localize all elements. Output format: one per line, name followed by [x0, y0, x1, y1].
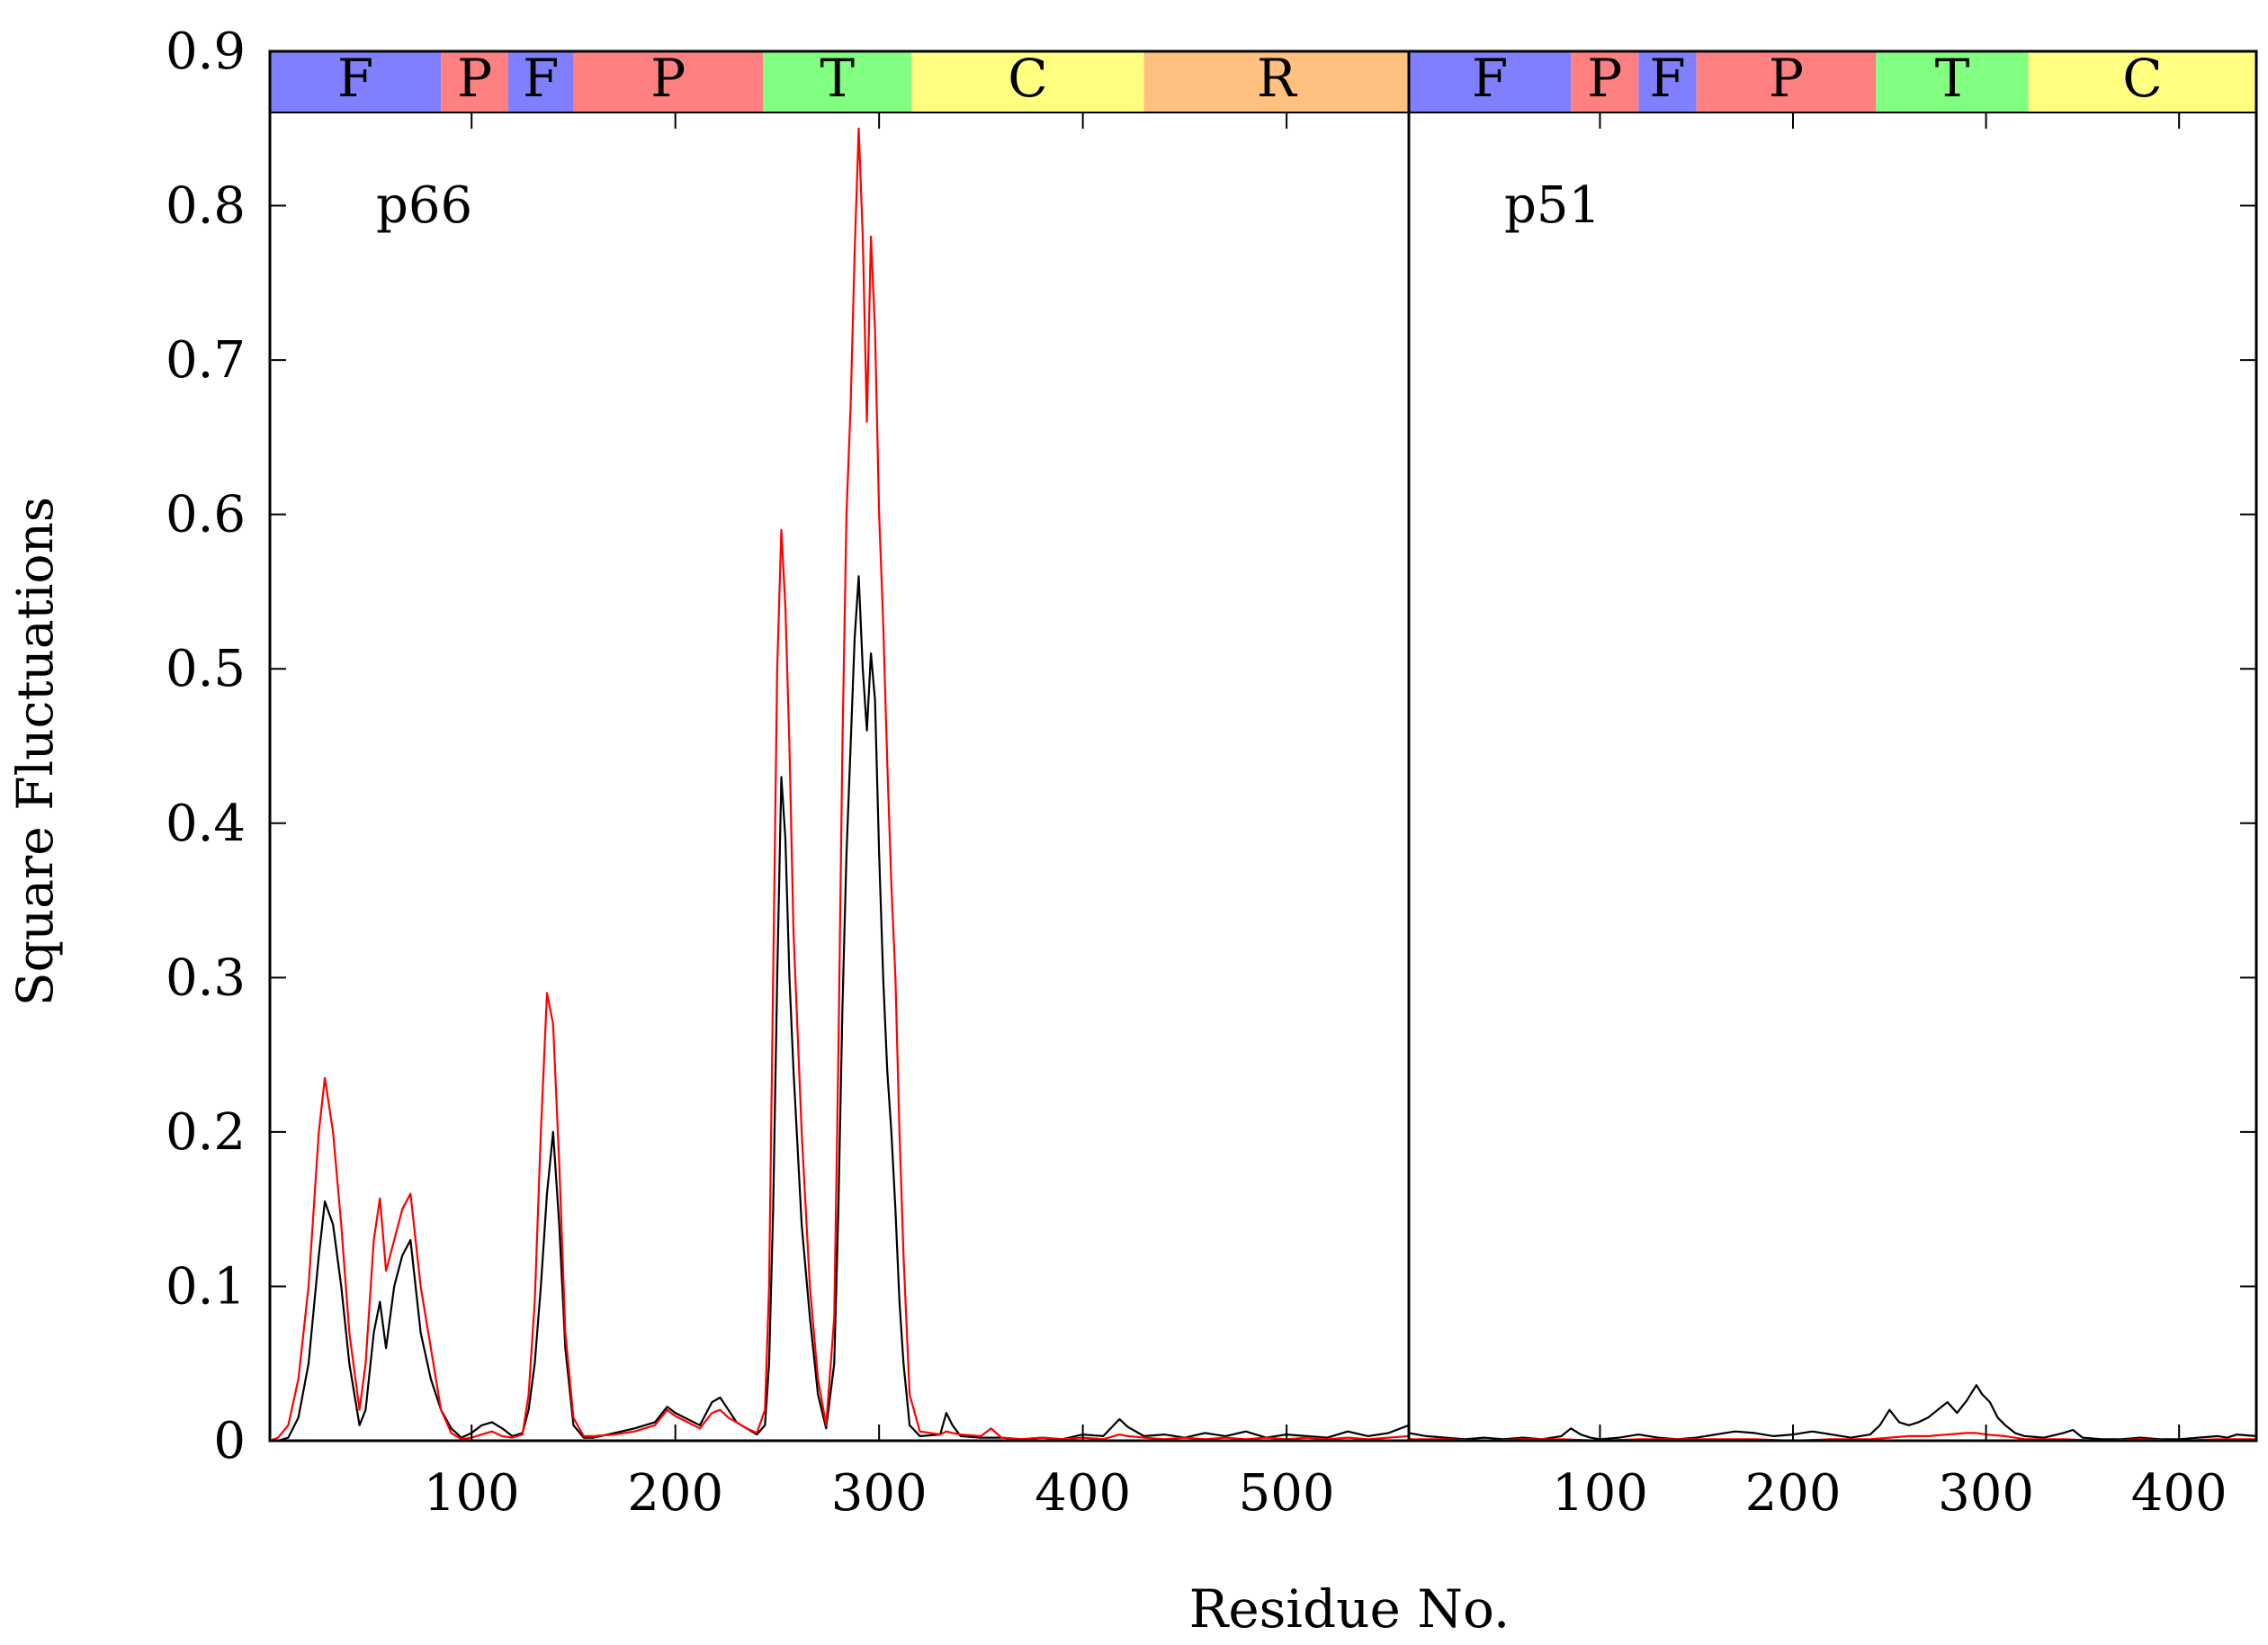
- x-tick-label: 100: [1552, 1464, 1648, 1523]
- x-tick-label: 200: [1745, 1464, 1842, 1523]
- domain-label: F: [1472, 48, 1508, 109]
- domain-label: R: [1257, 48, 1298, 109]
- domain-band-f: [270, 51, 442, 112]
- domain-label: T: [1935, 48, 1970, 109]
- domain-band-t: [763, 51, 912, 112]
- y-tick-label: 0.1: [166, 1257, 246, 1316]
- domain-band-t: [1876, 51, 2029, 112]
- domain-label: F: [337, 48, 373, 109]
- domain-band-p: [1696, 51, 1877, 112]
- x-tick-label: 200: [627, 1464, 723, 1523]
- plot-frame: [268, 49, 2258, 1443]
- y-tick-label: 0.7: [166, 331, 246, 390]
- domain-label: P: [457, 48, 492, 109]
- y-tick-label: 0.2: [166, 1103, 246, 1162]
- domain-band-r: [1143, 51, 1409, 112]
- y-tick-label: 0.5: [166, 640, 246, 698]
- domain-label: T: [820, 48, 855, 109]
- y-tick-label: 0.3: [166, 948, 246, 1007]
- domain-band-p: [441, 51, 508, 112]
- y-tick-label: 0.6: [166, 486, 246, 544]
- domain-label: F: [523, 48, 559, 109]
- series-line-red-p66: [269, 127, 1410, 1443]
- domain-band-p: [573, 51, 764, 112]
- x-tick-label: 400: [1035, 1464, 1131, 1523]
- panel-label-p51: p51: [1504, 176, 1600, 235]
- axis-ticks: 100 200 300 400 500 100 200 300 400 0 0.1 0.2 0.3 0.4…: [166, 22, 2256, 1523]
- domain-band-c: [911, 51, 1144, 112]
- x-tick-label: 300: [1938, 1464, 2034, 1523]
- domain-band-p: [1571, 51, 1639, 112]
- panel-frame-p51: [1407, 49, 2258, 1443]
- domain-label: C: [2122, 48, 2162, 109]
- x-tick-label: 100: [424, 1464, 520, 1523]
- y-tick-label: 0.8: [166, 177, 246, 236]
- domain-band-f: [1409, 51, 1572, 112]
- domain-band-f: [1638, 51, 1697, 112]
- series-line-black-p51: [1408, 1384, 2257, 1441]
- y-tick-label: 0.9: [166, 22, 246, 81]
- domain-label: P: [1587, 48, 1622, 109]
- domain-band-f: [507, 51, 574, 112]
- x-tick-label: 400: [2131, 1464, 2228, 1523]
- x-tick-label: 300: [831, 1464, 928, 1523]
- y-axis-label: Square Fluctuations: [6, 497, 64, 1006]
- series-layer: [269, 127, 2257, 1443]
- domain-label: F: [1649, 48, 1685, 109]
- domain-label: P: [1769, 48, 1804, 109]
- x-axis-label: Residue No.: [1189, 1578, 1511, 1640]
- y-tick-label: 0.4: [166, 795, 246, 853]
- domain-label: C: [1008, 48, 1047, 109]
- y-tick-label: 0: [213, 1412, 246, 1470]
- domain-band-c: [2028, 51, 2256, 112]
- panel-label-p66: p66: [376, 176, 472, 235]
- domain-label: P: [650, 48, 686, 109]
- panel-frame-p66: [268, 49, 1411, 1443]
- x-tick-label: 500: [1239, 1464, 1335, 1523]
